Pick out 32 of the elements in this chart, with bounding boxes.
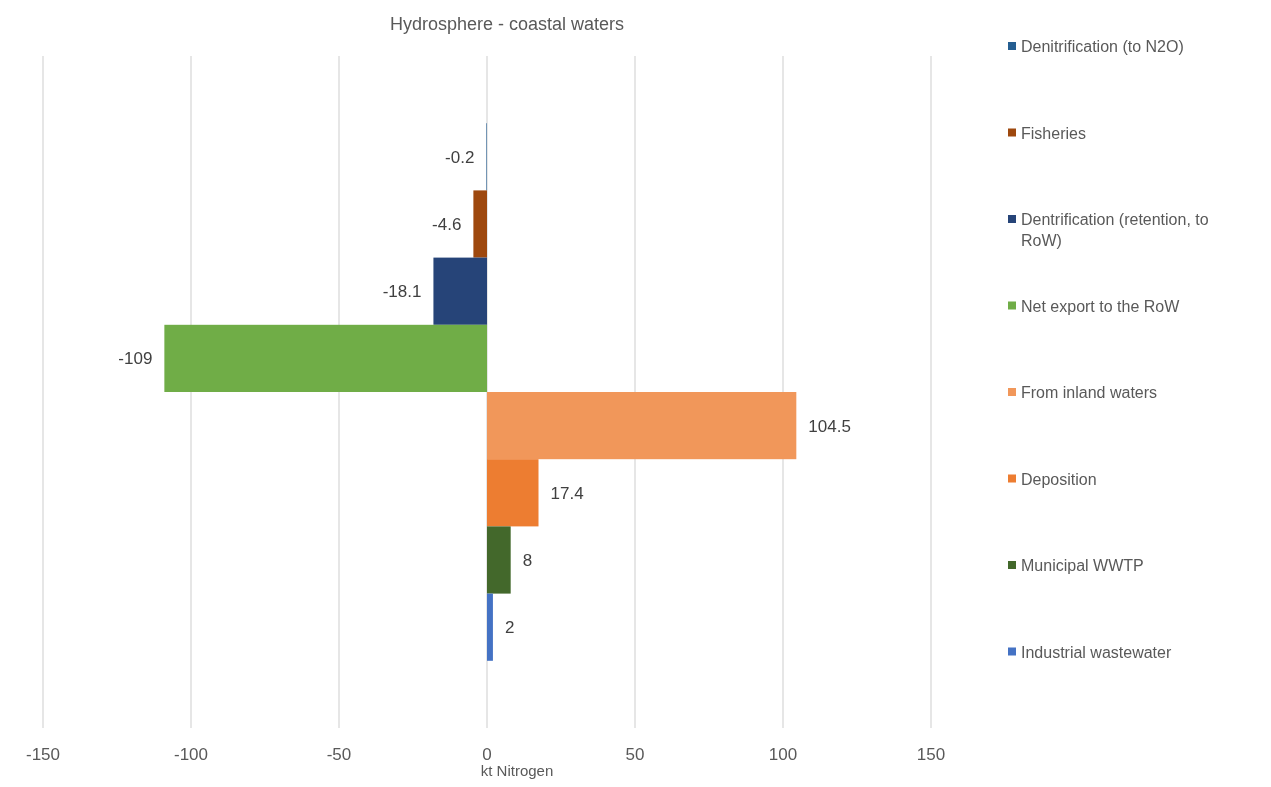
bar — [473, 190, 487, 258]
bar — [433, 257, 487, 325]
x-tick-label: 0 — [482, 745, 492, 764]
data-label: -4.6 — [432, 215, 462, 234]
legend-label: Industrial wastewater — [1021, 643, 1172, 661]
data-label: 2 — [504, 618, 515, 638]
legend-label: Municipal WWTP — [1021, 557, 1144, 574]
data-label: 8 — [522, 551, 533, 570]
legend-label: Deposition — [1021, 470, 1097, 488]
chart-title: Hydrosphere - coastal waters — [389, 14, 625, 34]
x-tick-label: 100 — [768, 745, 798, 764]
legend-label: Fisheries — [1021, 124, 1086, 142]
legend-label: Denitrification (to N2O) — [1021, 38, 1184, 55]
data-label: -0.2 — [445, 147, 475, 167]
x-tick-label: 150 — [916, 745, 946, 764]
data-label: 104.5 — [808, 416, 851, 436]
legend-label: Net export to the RoW — [1021, 297, 1181, 315]
data-label: -109 — [118, 349, 153, 369]
legend-label: From inland waters — [1021, 384, 1158, 401]
data-label: 17.4 — [550, 483, 584, 503]
x-tick-label: -100 — [173, 745, 209, 764]
data-label: -18.1 — [382, 282, 422, 302]
bar — [487, 392, 797, 460]
bar — [487, 593, 493, 661]
x-axis-title: kt Nitrogen — [480, 762, 554, 779]
bar — [164, 324, 487, 392]
bar — [487, 459, 539, 527]
legend-label: Dentrification (retention, to RoW) — [1021, 211, 1209, 249]
bar — [487, 526, 511, 594]
x-tick-label: -150 — [25, 745, 61, 764]
x-tick-label: 50 — [625, 745, 645, 764]
x-tick-label: -50 — [326, 745, 352, 764]
